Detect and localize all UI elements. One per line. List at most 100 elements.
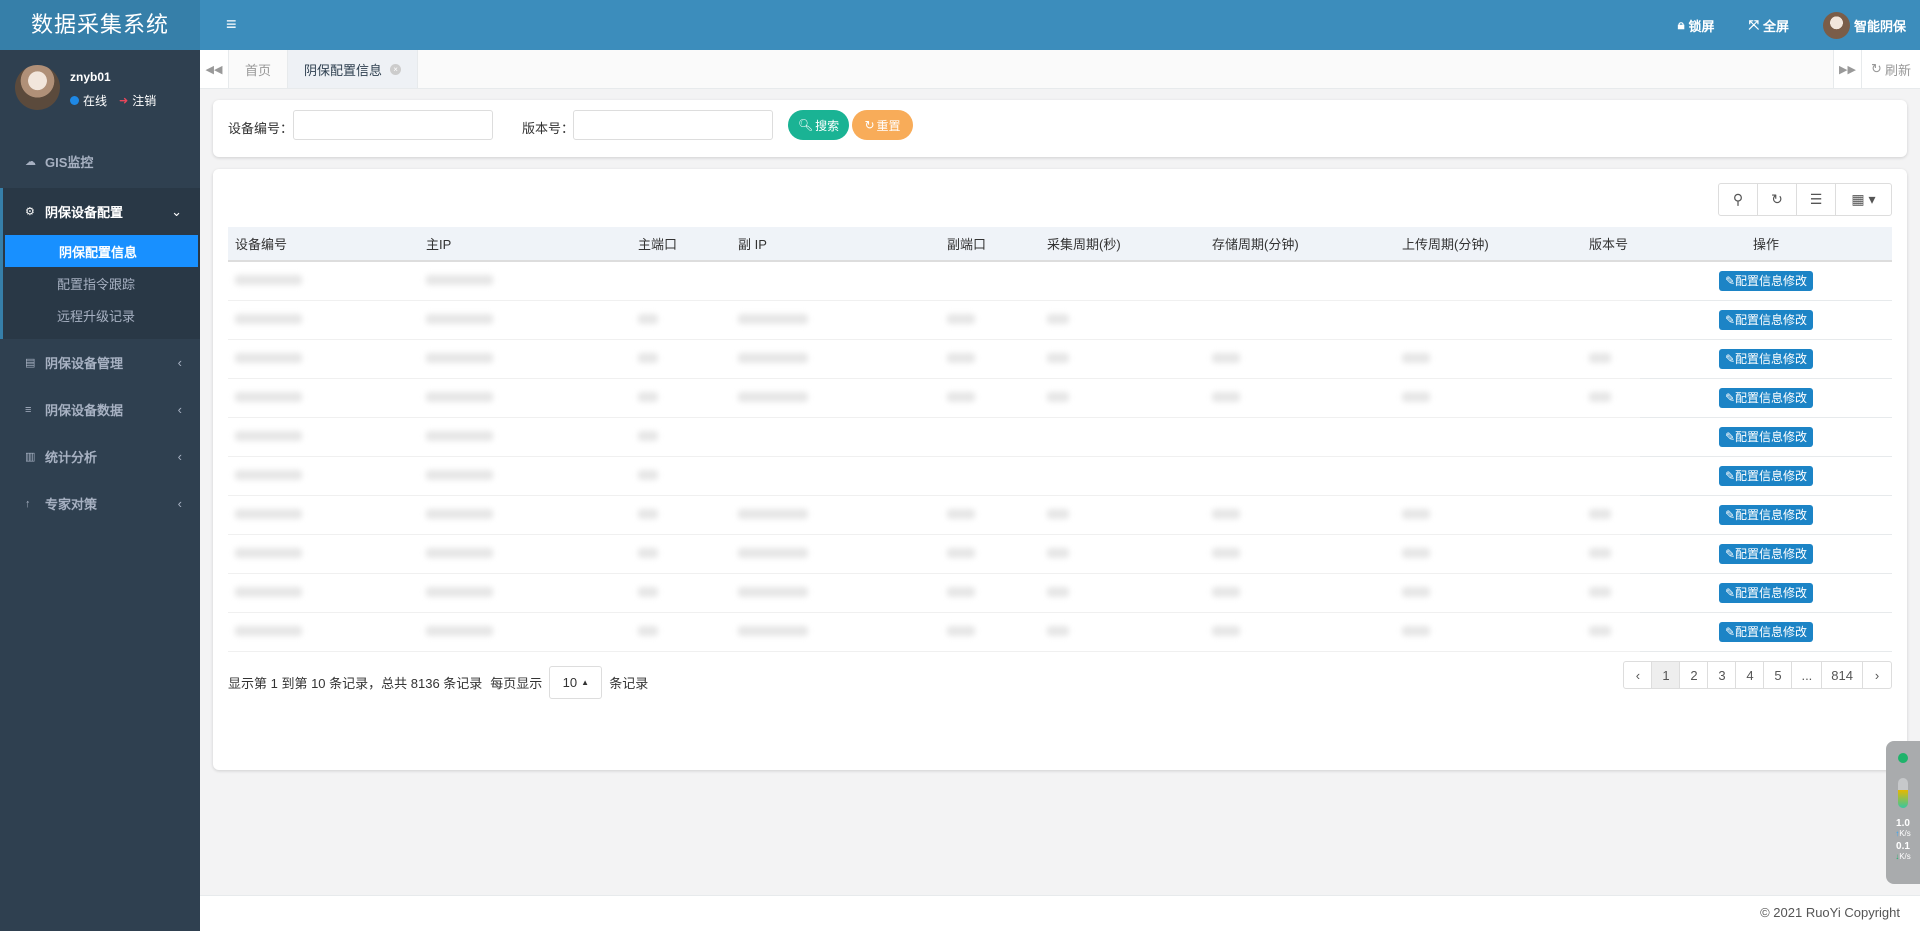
- table-cell-actions: ✎配置信息修改: [1640, 573, 1892, 613]
- chevron-left-icon: ‹: [177, 355, 182, 370]
- fullscreen-button[interactable]: ⤧ 全屏: [1749, 16, 1789, 35]
- column-header[interactable]: 主端口: [631, 227, 731, 262]
- table-cell: [940, 573, 1040, 613]
- sidebar-item-label: 阴保设备管理: [45, 356, 124, 371]
- edit-config-button[interactable]: ✎配置信息修改: [1718, 465, 1814, 486]
- card-view-icon[interactable]: ☰: [1797, 184, 1836, 215]
- column-header[interactable]: 副 IP: [731, 227, 940, 262]
- memory-gauge: [1898, 778, 1908, 808]
- tab-home[interactable]: 首页: [229, 50, 289, 88]
- logout-icon[interactable]: ➜: [119, 95, 129, 107]
- user-status: 在线: [83, 94, 108, 108]
- sidebar-item-statistics[interactable]: ▥ 统计分析 ‹: [0, 433, 200, 480]
- sidebar-item-device-config[interactable]: ⚙ 阴保设备配置 ⌄: [3, 188, 200, 235]
- next-page-button[interactable]: ›: [1874, 667, 1880, 683]
- table-toolbar: ⚲ ↻ ☰ ▦ ▾: [1718, 183, 1892, 216]
- table-row: ✎配置信息修改: [228, 339, 1892, 379]
- edit-config-button[interactable]: ✎配置信息修改: [1718, 387, 1814, 408]
- download-unit: K/s: [1899, 852, 1911, 861]
- sidebar-item-label: 统计分析: [45, 450, 98, 465]
- edit-config-button[interactable]: ✎配置信息修改: [1718, 426, 1814, 447]
- search-button[interactable]: 🔍︎ 搜索: [788, 110, 849, 140]
- prev-page-button[interactable]: ‹: [1624, 662, 1653, 688]
- table-cell: [1395, 612, 1582, 652]
- sidebar-item-gis[interactable]: ☁ GIS监控: [0, 138, 200, 185]
- avatar[interactable]: [15, 65, 60, 110]
- redacted-value: [1212, 353, 1240, 363]
- edit-icon: ✎: [1724, 312, 1736, 327]
- column-header[interactable]: 操作: [1640, 227, 1892, 262]
- table-row: ✎配置信息修改: [228, 417, 1892, 457]
- columns-icon[interactable]: ▦ ▾: [1851, 191, 1876, 207]
- column-header[interactable]: 上传周期(分钟): [1395, 227, 1582, 262]
- sidebar-item-device-data[interactable]: ≡ 阴保设备数据 ‹: [0, 386, 200, 433]
- upload-speed: 1.0: [1896, 818, 1910, 829]
- redacted-value: [638, 392, 658, 402]
- scroll-tabs-left-icon[interactable]: ◀◀: [200, 50, 229, 88]
- page-button[interactable]: 5: [1764, 662, 1793, 688]
- toggle-search-icon[interactable]: ⚲: [1719, 184, 1758, 215]
- column-header[interactable]: 副端口: [940, 227, 1040, 262]
- column-header[interactable]: 版本号: [1582, 227, 1640, 262]
- download-speed: 0.1: [1896, 841, 1910, 852]
- lock-label: 锁屏: [1688, 18, 1715, 34]
- page-size-select[interactable]: 10 ▲: [549, 666, 603, 699]
- table-cell: [228, 300, 419, 340]
- sidebar-subitem-upgrade-log[interactable]: 远程升级记录: [57, 308, 136, 324]
- table-cell: [1205, 534, 1395, 574]
- table-cell: [940, 339, 1040, 379]
- redacted-value: [1589, 353, 1611, 363]
- edit-icon: ✎: [1724, 351, 1736, 366]
- page-button[interactable]: 1: [1652, 662, 1681, 688]
- redacted-value: [947, 626, 975, 636]
- edit-config-button[interactable]: ✎配置信息修改: [1718, 348, 1814, 369]
- table-cell: [419, 261, 631, 301]
- edit-config-button[interactable]: ✎配置信息修改: [1718, 543, 1814, 564]
- column-header[interactable]: 设备编号: [228, 227, 419, 262]
- sidebar-item-device-manage[interactable]: ▤ 阴保设备管理 ‹: [0, 339, 200, 386]
- close-icon[interactable]: ×: [390, 63, 402, 75]
- column-header[interactable]: 存储周期(分钟): [1205, 227, 1395, 262]
- logout-link[interactable]: 注销: [132, 94, 157, 108]
- reset-button[interactable]: ↻ 重置: [852, 110, 913, 140]
- account-menu[interactable]: 智能阴保: [1822, 11, 1906, 39]
- table-cell: [731, 261, 940, 301]
- page-button[interactable]: ...: [1792, 662, 1823, 688]
- device-id-input[interactable]: [293, 110, 493, 140]
- lock-screen-button[interactable]: 🔒︎ 锁屏: [1678, 16, 1715, 35]
- table-cell-actions: ✎配置信息修改: [1640, 339, 1892, 379]
- refresh-icon[interactable]: ↻: [1758, 184, 1797, 215]
- menu-toggle-icon[interactable]: ≡: [226, 14, 237, 34]
- edit-config-button[interactable]: ✎配置信息修改: [1718, 621, 1814, 642]
- table-cell: [419, 534, 631, 574]
- refresh-button[interactable]: ↻ 刷新: [1862, 50, 1920, 88]
- page-button[interactable]: 814: [1822, 662, 1863, 688]
- pagination-info: 显示第 1 到第 10 条记录，总共 8136 条记录 每页显示 10 ▲ 条记录: [228, 666, 648, 699]
- column-header[interactable]: 主IP: [419, 227, 631, 262]
- version-input[interactable]: [573, 110, 773, 140]
- column-header[interactable]: 采集周期(秒): [1040, 227, 1205, 262]
- record-info: 显示第 1 到第 10 条记录，总共 8136 条记录: [228, 676, 483, 691]
- page-button[interactable]: 3: [1708, 662, 1737, 688]
- table-cell: [1205, 612, 1395, 652]
- redacted-value: [1402, 548, 1430, 558]
- pagination: ‹ 1 2 3 4 5... 814 ›: [1623, 661, 1892, 689]
- tab-config-info[interactable]: 阴保配置信息 ×: [288, 50, 419, 88]
- sidebar-subitem-config-info[interactable]: 阴保配置信息: [5, 235, 198, 267]
- edit-config-button[interactable]: ✎配置信息修改: [1718, 270, 1814, 291]
- redacted-value: [638, 431, 658, 441]
- sidebar-item-expert[interactable]: ↑ 专家对策 ‹: [0, 480, 200, 527]
- page-button[interactable]: 2: [1680, 662, 1709, 688]
- scroll-tabs-right-icon[interactable]: ▶▶: [1833, 50, 1862, 88]
- table-cell: [419, 456, 631, 496]
- edit-config-button[interactable]: ✎配置信息修改: [1718, 582, 1814, 603]
- page-button[interactable]: 4: [1736, 662, 1765, 688]
- table-cell: [731, 456, 940, 496]
- edit-config-button[interactable]: ✎配置信息修改: [1718, 309, 1814, 330]
- network-speed-widget[interactable]: 1.0 ↑K/s 0.1 ↓K/s: [1886, 741, 1920, 884]
- sidebar-subitem-command-trace[interactable]: 配置指令跟踪: [57, 276, 136, 292]
- edit-label: 配置信息修改: [1735, 273, 1808, 288]
- edit-config-button[interactable]: ✎配置信息修改: [1718, 504, 1814, 525]
- chevron-left-icon: ‹: [177, 402, 182, 417]
- sidebar-item-label: 专家对策: [45, 497, 98, 512]
